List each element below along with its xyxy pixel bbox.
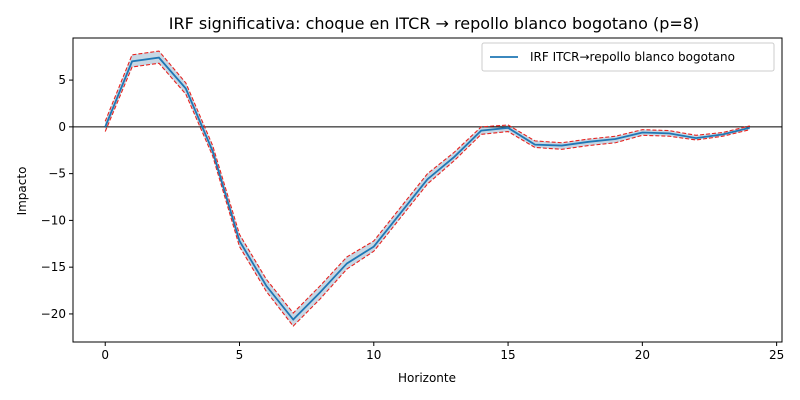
axes-frame [72,37,783,343]
y-tick-label: −15 [41,260,66,274]
x-tick-label: 25 [769,348,784,362]
irf-line [104,56,750,321]
y-tick-label: 5 [58,73,66,87]
legend-box [481,42,775,72]
lower-bound-line [104,62,750,327]
y-tick-label: −10 [41,213,66,227]
upper-bound-line [104,50,750,314]
x-tick-label: 10 [366,348,381,362]
y-tick-label: −20 [41,307,66,321]
x-tick-label: 0 [101,348,109,362]
axes: 0 5 10 15 20 25 −20 −15 −10 −5 0 5 [41,37,784,362]
x-tick-label: 20 [635,348,650,362]
chart-title: IRF significativa: choque en ITCR → repo… [169,14,699,33]
legend: IRF ITCR→repollo blanco bogotano [481,42,775,72]
y-tick-label: 0 [58,120,66,134]
y-tick-label: −5 [48,167,66,181]
x-axis-label: Horizonte [398,371,456,385]
confidence-band [105,51,750,327]
legend-label: IRF ITCR→repollo blanco bogotano [530,50,735,64]
x-tick-label: 5 [236,348,244,362]
y-axis-label: Impacto [15,167,29,216]
plot-area [73,50,782,327]
x-tick-label: 15 [500,348,515,362]
